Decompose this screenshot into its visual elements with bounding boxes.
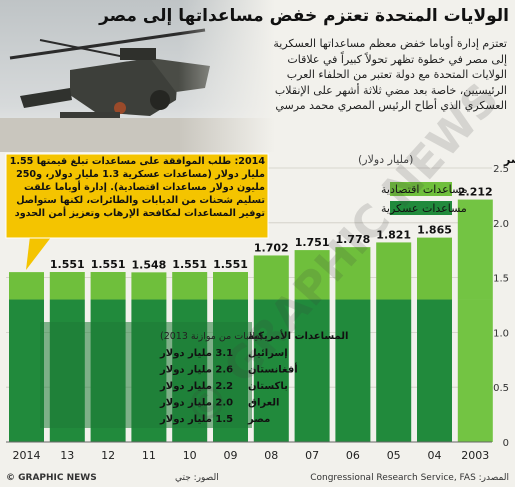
x-tick-label: 10 (183, 449, 197, 462)
legend-label: مساعدات اقتصادية (381, 183, 468, 196)
chart-unit: (مليار دولار) (358, 153, 413, 166)
legend-swatch (390, 201, 452, 215)
bar-economic (335, 247, 371, 300)
x-tick-label: 11 (142, 449, 156, 462)
x-tick-label: 05 (387, 449, 401, 462)
inset-country: باكستان (248, 381, 288, 392)
x-tick-label: 08 (264, 449, 278, 462)
callout-box (5, 153, 269, 239)
photo-credit: الصور: جتي (175, 473, 219, 483)
bar-economic (457, 199, 493, 300)
bar-economic (90, 272, 126, 300)
bar-military (9, 299, 44, 442)
x-tick-label: 06 (346, 449, 360, 462)
bar-economic (376, 242, 412, 300)
inset-value: 3.1 مليار دولار (159, 348, 233, 359)
bar-total-label: 1.778 (336, 233, 371, 246)
bar-economic (172, 272, 208, 300)
inset-table-header: المساعدات الأمريكية (248, 329, 348, 342)
callout-pointer (26, 236, 52, 270)
bar-total-label: 1.551 (50, 258, 85, 271)
inset-table-bg (40, 322, 252, 428)
bar-total-label: 1.751 (295, 236, 330, 249)
bar-economic (131, 272, 167, 300)
bar-military (457, 299, 493, 442)
bar-total-label: 1.548 (132, 258, 167, 271)
y-tick-label: 1.0 (493, 328, 509, 339)
legend-label: مساعدات عسكرية (381, 202, 467, 215)
bar-economic (9, 272, 44, 300)
bar-military (417, 299, 452, 442)
apache-helicopter-photo (0, 0, 275, 152)
bar-total-label: 1.551 (213, 258, 248, 271)
chart-title: المساعدات الأمريكية إلى مصر (503, 152, 515, 166)
bar-total-label: 1.551 (172, 258, 207, 271)
inset-country: إسرائيل (248, 348, 288, 359)
x-tick-label: 04 (428, 449, 442, 462)
y-tick-label: 0 (503, 438, 509, 449)
inset-country: العراق (248, 398, 279, 409)
inset-value: 2.2 مليار دولار (159, 381, 233, 392)
headline: الولايات المتحدة تعتزم خفض مساعداتها إلى… (99, 6, 509, 26)
bar-total-label: 2.212 (458, 186, 493, 199)
bar-military (376, 299, 412, 442)
bar-total-label: 1.865 (417, 224, 452, 237)
bar-economic (49, 272, 85, 300)
bar-economic (417, 237, 452, 300)
bar-military (294, 299, 330, 442)
x-tick-label: 13 (60, 449, 74, 462)
y-tick-label: 2.5 (493, 164, 509, 175)
callout-text: 2014: طلب الموافقة على مساعدات تبلغ قيمت… (9, 156, 265, 219)
x-tick-label: 12 (101, 449, 115, 462)
inset-value: 2.0 مليار دولار (159, 398, 233, 409)
bar-economic (253, 255, 289, 300)
inset-value: 1.5 مليار دولار (159, 414, 233, 425)
x-tick-label: 07 (305, 449, 319, 462)
inset-country: مصر (247, 414, 270, 425)
bar-military (253, 299, 289, 442)
inset-value: 2.6 مليار دولار (159, 365, 233, 376)
bar-total-label: 1.821 (376, 228, 411, 241)
bar-economic (294, 250, 330, 300)
footer: © GRAPHIC NEWS الصور: جتي المصدر: Congre… (0, 470, 515, 487)
graphic-news-logo: © GRAPHIC NEWS (6, 473, 97, 483)
inset-table-subheader: (طلبات من موازنة 2013) (160, 331, 263, 342)
intro-paragraph: تعتزم إدارة أوباما خفض معظم مساعداتها ال… (273, 37, 507, 112)
source-credit: المصدر: Congressional Research Service, … (310, 473, 509, 483)
y-tick-label: 1.5 (493, 274, 509, 285)
bar-military (335, 299, 371, 442)
legend-swatch (390, 182, 452, 196)
bar-total-label: 1.551 (91, 258, 126, 271)
aid-bar-chart: 0 0.5 1.0 1.5 2.0 2.5 2014 1.551 13 1.551 12 1.548 1… (5, 152, 515, 462)
inset-country: أفغانستان (248, 363, 298, 376)
x-tick-label: 2014 (13, 449, 41, 462)
x-tick-label: 2003 (461, 449, 489, 462)
y-tick-label: 2.0 (493, 219, 509, 230)
bar-economic (213, 272, 248, 300)
y-tick-label: 0.5 (493, 383, 509, 394)
x-tick-label: 09 (224, 449, 238, 462)
callout-text-wrap: 2014: طلب الموافقة على مساعدات تبلغ قيمت… (9, 156, 265, 219)
bar-total-label: 1.702 (254, 241, 289, 254)
